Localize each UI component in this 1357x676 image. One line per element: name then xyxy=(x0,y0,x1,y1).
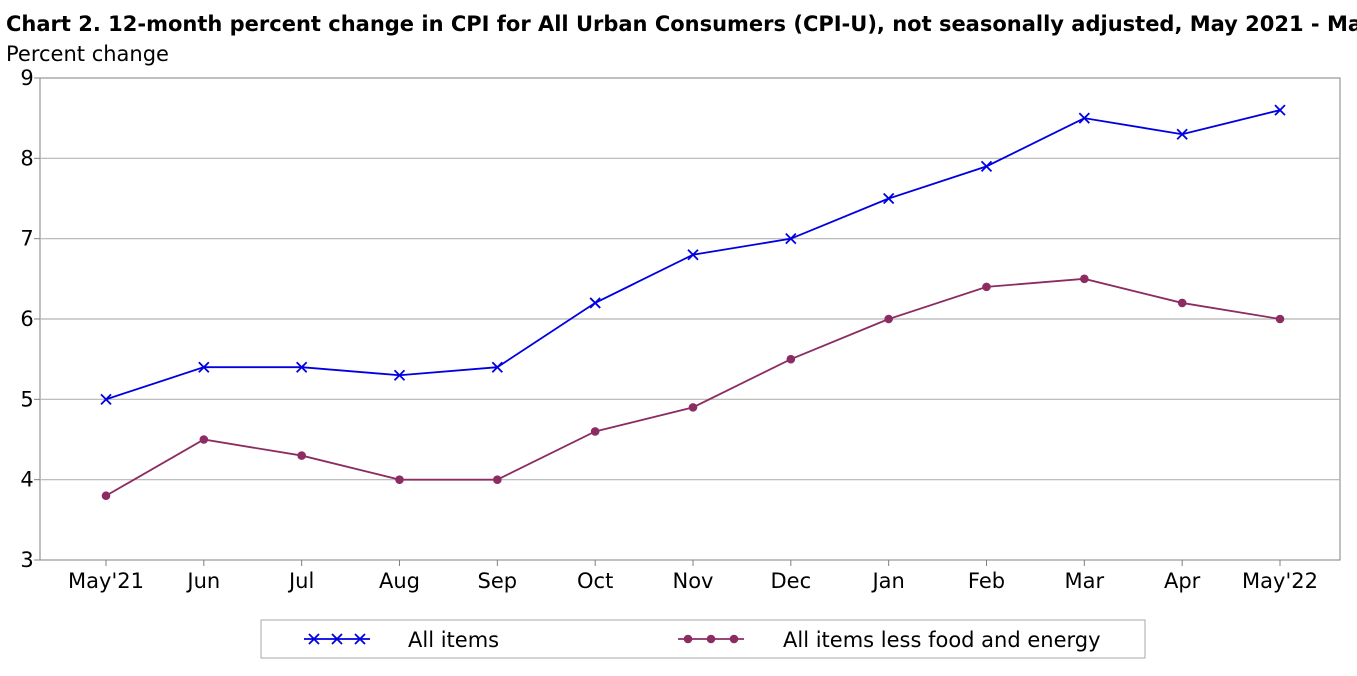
data-point xyxy=(589,297,601,309)
data-point xyxy=(786,354,796,364)
legend-swatch-marker xyxy=(729,634,739,644)
y-axis-ticks: 3 4 5 6 7 8 9 xyxy=(20,66,40,572)
x-tick-label: Aug xyxy=(379,569,420,593)
data-point xyxy=(101,491,111,501)
data-point xyxy=(980,160,993,173)
x-axis-ticks: May'21 Jun Jul Aug Sep Oct Nov Dec Jan Feb Mar Apr M… xyxy=(68,560,1318,593)
series-1 xyxy=(101,274,1285,501)
x-tick-label: May'21 xyxy=(68,569,144,593)
legend-label: All items less food and energy xyxy=(783,628,1101,652)
y-tick-label: 6 xyxy=(20,307,33,331)
grid-lines xyxy=(40,157,1340,481)
series-0 xyxy=(100,104,1286,405)
series-line-1 xyxy=(105,277,1281,497)
series-layer xyxy=(100,104,1286,501)
x-tick-label: Feb xyxy=(968,569,1005,593)
legend-swatch-marker xyxy=(331,633,343,645)
legend-item-1: All items less food and energy xyxy=(678,628,1101,652)
legend-swatch-marker xyxy=(354,633,366,645)
data-point xyxy=(1078,112,1090,124)
data-point xyxy=(1177,298,1187,308)
data-point xyxy=(1274,104,1286,116)
y-tick-label: 3 xyxy=(20,548,33,572)
data-point xyxy=(199,435,209,444)
data-point xyxy=(590,427,600,436)
legend-items: All items All items less food and energy xyxy=(304,628,1101,652)
x-tick-label: Oct xyxy=(577,569,613,593)
x-tick-label: Jul xyxy=(287,569,314,593)
y-tick-label: 9 xyxy=(20,66,33,90)
data-point xyxy=(785,233,797,245)
data-point xyxy=(393,369,406,381)
data-point xyxy=(1176,128,1188,140)
data-point xyxy=(297,451,306,460)
x-tick-label: Mar xyxy=(1065,569,1105,593)
x-tick-label: May'22 xyxy=(1242,569,1318,593)
y-tick-label: 4 xyxy=(20,468,33,492)
data-point xyxy=(982,282,991,292)
data-point xyxy=(688,403,698,412)
legend-swatch-marker xyxy=(308,633,320,645)
y-tick-label: 8 xyxy=(20,146,33,170)
y-axis-label: Percent change xyxy=(6,42,169,66)
data-point xyxy=(198,361,210,373)
data-point xyxy=(1275,314,1285,324)
legend-swatch-marker xyxy=(683,634,693,644)
chart-title: Chart 2. 12-month percent change in CPI … xyxy=(6,12,1357,36)
legend-item-0: All items xyxy=(304,628,499,652)
data-point xyxy=(884,314,893,324)
data-point xyxy=(1080,274,1089,284)
data-point xyxy=(491,361,503,373)
data-point xyxy=(687,249,699,261)
data-point xyxy=(296,361,308,373)
legend-swatch-marker xyxy=(706,634,716,644)
x-tick-label: Jun xyxy=(185,569,220,593)
data-point xyxy=(100,393,112,405)
y-tick-label: 7 xyxy=(20,227,33,251)
y-tick-label: 5 xyxy=(20,387,33,411)
x-tick-label: Apr xyxy=(1164,569,1201,593)
x-tick-label: Dec xyxy=(771,569,812,593)
data-point xyxy=(395,475,404,484)
legend: All items All items less food and energy xyxy=(260,619,1146,659)
x-tick-label: Nov xyxy=(673,569,714,593)
data-point xyxy=(883,192,895,205)
x-tick-label: Jan xyxy=(870,569,904,593)
x-tick-label: Sep xyxy=(478,569,518,593)
data-point xyxy=(493,475,502,484)
legend-label: All items xyxy=(408,628,499,652)
